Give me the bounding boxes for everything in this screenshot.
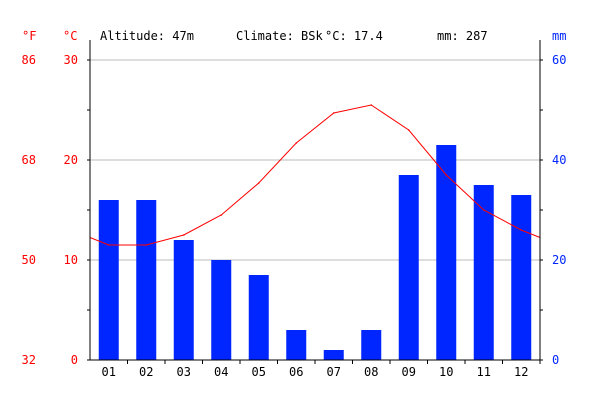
month-label: 02 (139, 365, 153, 379)
temperature-point-10 (445, 174, 448, 176)
fahrenheit-tick-label: 50 (22, 253, 36, 267)
precip-bar-04 (211, 260, 232, 360)
precip-bar-09 (398, 175, 419, 360)
month-label: 09 (402, 365, 416, 379)
temperature-point-01 (107, 244, 110, 246)
precip-bar-01 (98, 200, 119, 360)
precip-bar-02 (136, 200, 157, 360)
mm-tick-label: 0 (552, 353, 559, 367)
temperature-point-11 (482, 209, 485, 211)
month-label: 12 (514, 365, 528, 379)
temperature-point-12 (520, 229, 523, 231)
celsius-unit-label: °C (63, 29, 77, 43)
fahrenheit-unit-label: °F (22, 29, 36, 43)
temperature-point-02 (145, 244, 148, 246)
mm-unit-label: mm (552, 29, 566, 43)
celsius-tick-label: 30 (64, 53, 78, 67)
month-label: 05 (252, 365, 266, 379)
temperature-point-03 (182, 234, 185, 236)
temperature-point-08 (370, 104, 373, 106)
mm-tick-label: 60 (552, 53, 566, 67)
temperature-point-07 (332, 112, 335, 114)
precip-bar-07 (323, 350, 344, 360)
precip-bar-08 (361, 330, 382, 360)
month-label: 04 (214, 365, 228, 379)
month-label: 08 (364, 365, 378, 379)
month-label: 11 (477, 365, 491, 379)
mm-tick-label: 40 (552, 153, 566, 167)
fahrenheit-tick-label: 32 (22, 353, 36, 367)
mm-tick-label: 20 (552, 253, 566, 267)
temperature-point-06 (295, 142, 298, 144)
temperature-point-05 (257, 182, 260, 184)
precip-total-label: mm: 287 (437, 29, 488, 43)
temperature-point-04 (220, 214, 223, 216)
climate-label: Climate: BSk (236, 29, 323, 43)
precip-bar-10 (436, 145, 457, 360)
month-label: 06 (289, 365, 303, 379)
month-label: 10 (439, 365, 453, 379)
precip-bar-03 (173, 240, 194, 360)
month-label: 03 (177, 365, 191, 379)
celsius-tick-label: 20 (64, 153, 78, 167)
celsius-tick-label: 10 (64, 253, 78, 267)
altitude-label: Altitude: 47m (100, 29, 194, 43)
celsius-tick-label: 0 (71, 353, 78, 367)
fahrenheit-tick-label: 68 (22, 153, 36, 167)
temperature-point-09 (407, 129, 410, 131)
month-label: 01 (102, 365, 116, 379)
precip-bar-05 (248, 275, 269, 360)
avg-temp-label: °C: 17.4 (325, 29, 383, 43)
precip-bar-12 (511, 195, 532, 360)
precip-bar-06 (286, 330, 307, 360)
fahrenheit-tick-label: 86 (22, 53, 36, 67)
month-label: 07 (327, 365, 341, 379)
temperature-line (89, 104, 541, 246)
precip-bar-11 (473, 185, 494, 360)
